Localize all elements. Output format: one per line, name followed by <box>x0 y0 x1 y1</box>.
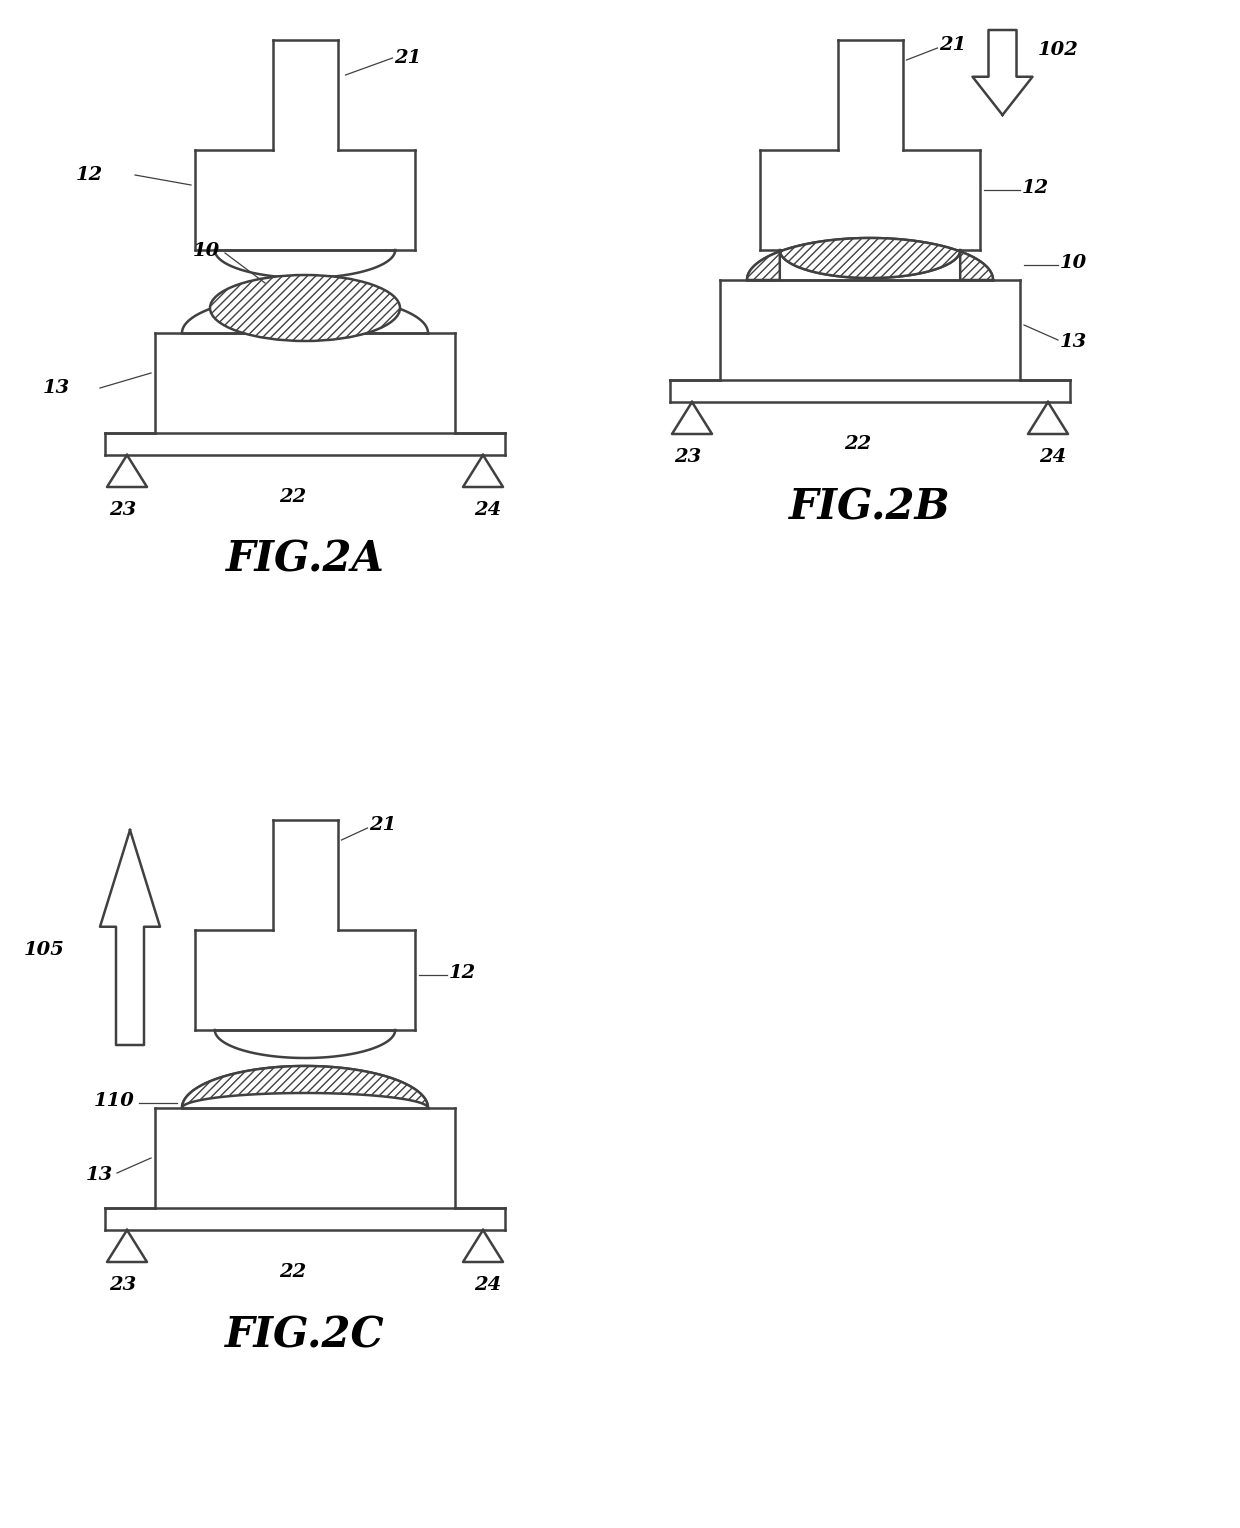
Text: 22: 22 <box>844 435 872 452</box>
Polygon shape <box>670 238 1070 402</box>
Text: 21: 21 <box>394 49 422 67</box>
Text: 13: 13 <box>86 1166 113 1184</box>
Polygon shape <box>463 455 503 487</box>
Polygon shape <box>463 1230 503 1262</box>
Text: 110: 110 <box>94 1093 135 1109</box>
Polygon shape <box>100 830 160 1045</box>
Text: 12: 12 <box>76 167 103 183</box>
Polygon shape <box>105 1067 505 1230</box>
Text: 24: 24 <box>1039 448 1066 466</box>
Text: 22: 22 <box>279 1264 306 1280</box>
Text: 22: 22 <box>279 487 306 506</box>
Text: 21: 21 <box>370 816 397 834</box>
Text: 12: 12 <box>1022 179 1049 197</box>
Text: 23: 23 <box>109 501 136 520</box>
Polygon shape <box>107 1230 148 1262</box>
Text: 12: 12 <box>449 964 476 983</box>
Polygon shape <box>1028 402 1068 434</box>
Text: FIG.2A: FIG.2A <box>226 539 384 581</box>
Text: 10: 10 <box>1060 254 1087 272</box>
Polygon shape <box>105 295 505 455</box>
Text: 105: 105 <box>24 941 64 960</box>
Text: 13: 13 <box>42 379 69 397</box>
Text: 24: 24 <box>474 501 501 520</box>
Text: 21: 21 <box>940 37 967 53</box>
Polygon shape <box>760 40 980 278</box>
Polygon shape <box>746 238 993 280</box>
Polygon shape <box>195 40 415 278</box>
Text: 23: 23 <box>109 1276 136 1294</box>
Text: FIG.2C: FIG.2C <box>226 1314 384 1355</box>
Text: FIG.2B: FIG.2B <box>789 486 951 529</box>
Text: 10: 10 <box>192 241 219 260</box>
Text: 24: 24 <box>474 1276 501 1294</box>
Polygon shape <box>972 31 1033 115</box>
Polygon shape <box>182 1067 428 1108</box>
Text: 13: 13 <box>1060 333 1087 351</box>
Text: 102: 102 <box>1038 41 1079 60</box>
Polygon shape <box>672 402 712 434</box>
Polygon shape <box>195 821 415 1057</box>
Ellipse shape <box>210 275 401 341</box>
Text: 23: 23 <box>675 448 702 466</box>
Polygon shape <box>107 455 148 487</box>
